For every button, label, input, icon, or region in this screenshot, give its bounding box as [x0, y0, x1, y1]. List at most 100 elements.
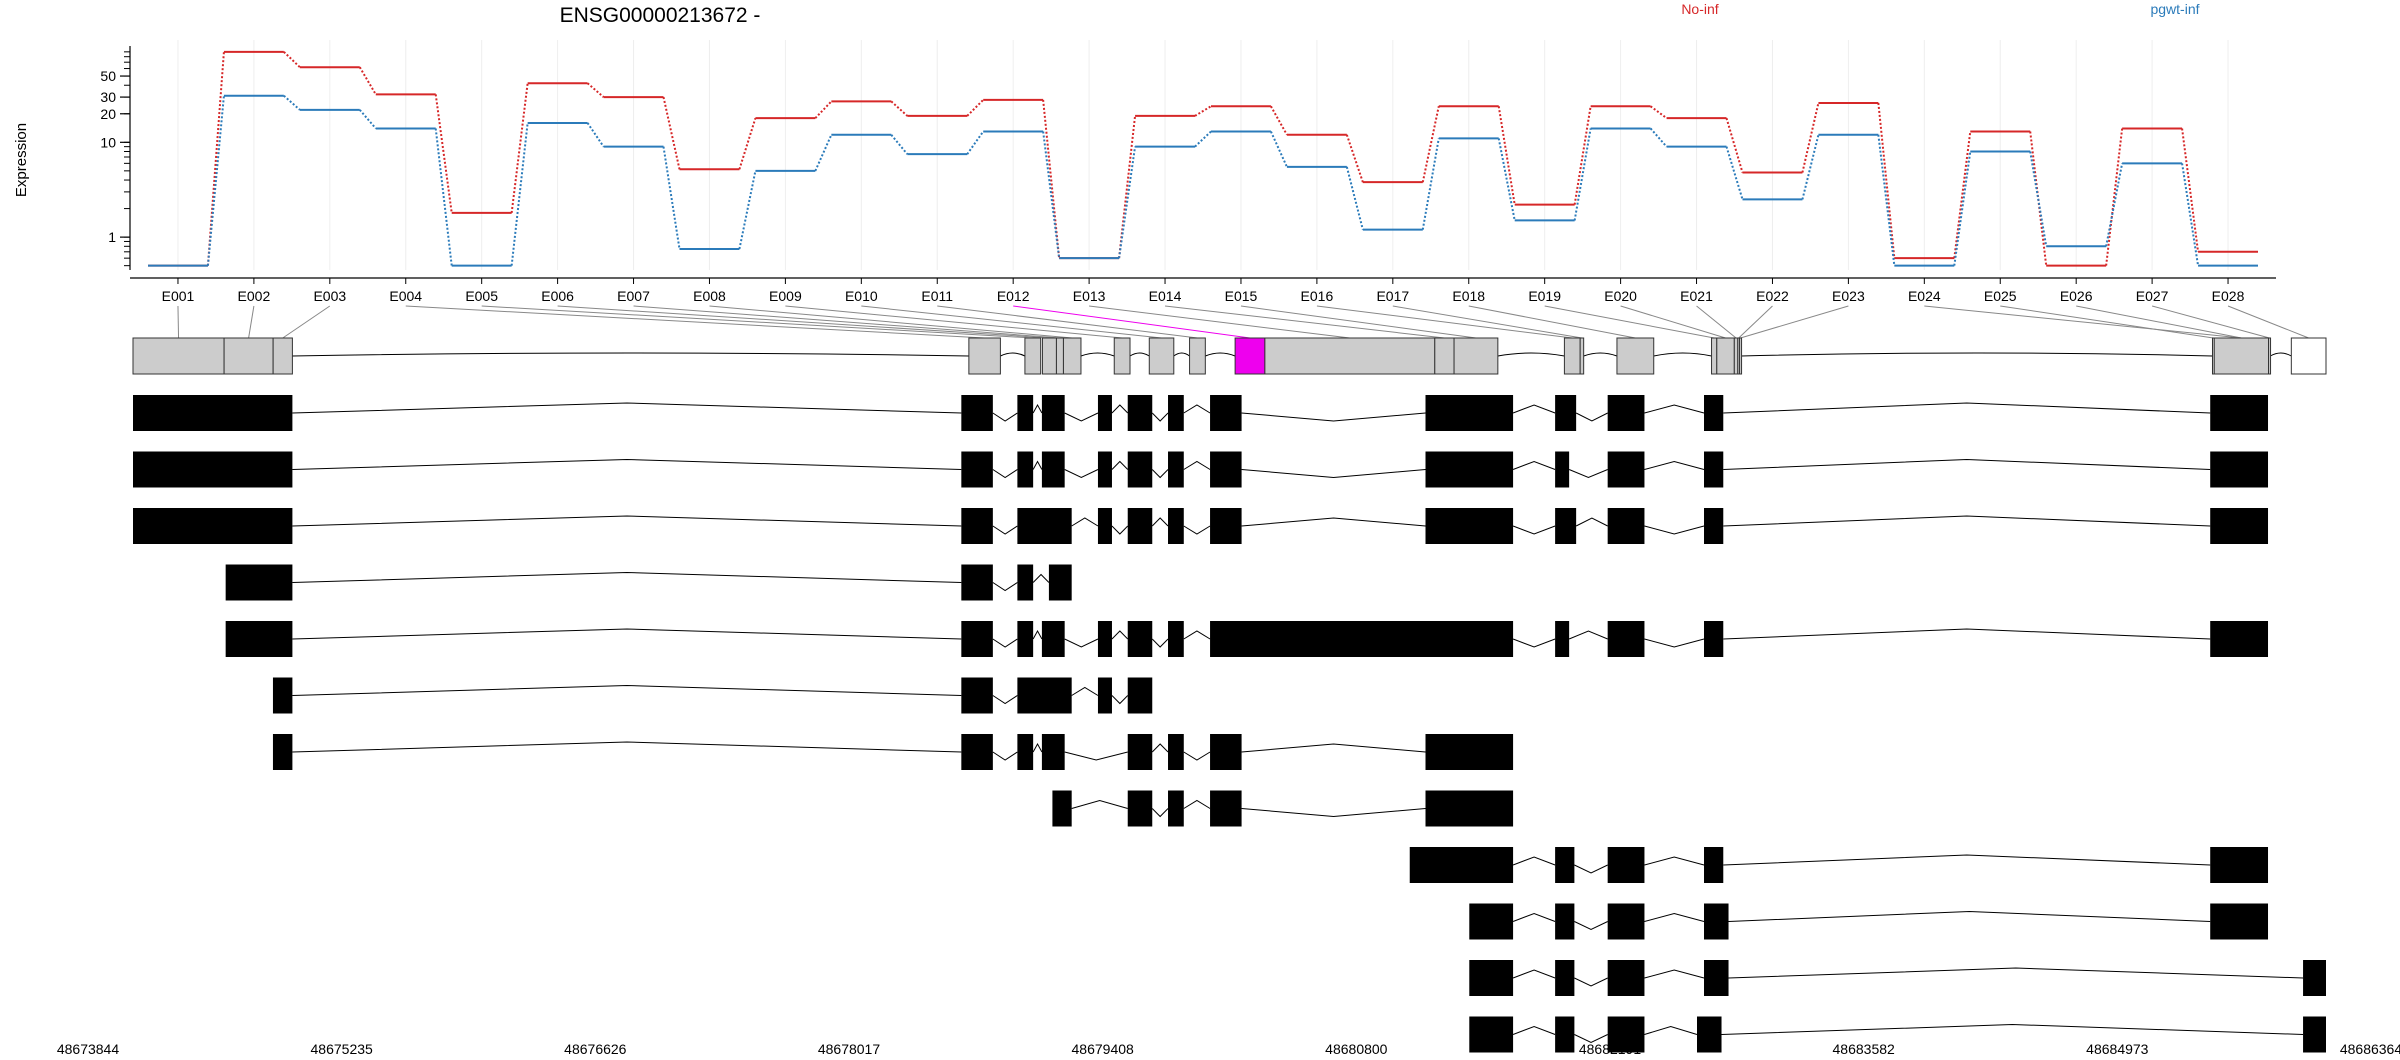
transcript-exon [1704, 847, 1724, 883]
x-tick-label: E021 [1680, 288, 1713, 304]
transcript-exon [1425, 734, 1514, 770]
transcript-track [1469, 960, 2326, 996]
transcript-exon [1704, 508, 1724, 544]
exon-connector [1738, 305, 1773, 339]
intron-line [1064, 469, 1099, 479]
series-transition [1345, 134, 1364, 183]
intron-line [1151, 412, 1169, 422]
intron-line [1574, 864, 1608, 874]
series-transition [1573, 128, 1592, 221]
series-no-inf [148, 50, 2258, 267]
transcript-exon [1555, 508, 1577, 544]
exon-connector [1620, 305, 1726, 339]
transcript-exon [1127, 508, 1153, 544]
transcript-exon [1052, 790, 1072, 827]
transcript-exon [272, 734, 293, 770]
transcript-exon [1127, 734, 1153, 770]
y-tick-label: 20 [100, 106, 116, 122]
exon-connector [861, 305, 1162, 339]
exon-connector [1392, 305, 1583, 339]
transcript-exon [1704, 395, 1724, 431]
exon-connector [1740, 305, 1849, 339]
transcript-exon [1097, 621, 1112, 657]
series-transition [1042, 99, 1061, 259]
coord-tick-label: 48673844 [57, 1041, 120, 1057]
transcript-exon [2210, 847, 2269, 883]
intron-line [1064, 638, 1099, 648]
transcript-track [1052, 790, 1514, 827]
legend-no-inf: No-inf [1681, 1, 1718, 17]
y-tick-label: 10 [100, 134, 116, 150]
intron-line [1723, 854, 2211, 866]
intron-line [292, 684, 962, 696]
exon-connector [1013, 305, 1251, 339]
transcript-track [1469, 1016, 2326, 1053]
intron-line [992, 525, 1018, 535]
transcript-exon [1017, 564, 1034, 601]
x-tick-label: E016 [1301, 288, 1334, 304]
transcript-track [272, 734, 1514, 770]
exon-e009 [1113, 337, 1131, 375]
series-transition [1801, 134, 1820, 200]
transcript-exon [1127, 621, 1153, 657]
series-transition [1421, 138, 1440, 230]
exon-e021 [1733, 337, 1739, 375]
transcript-exon [961, 621, 993, 657]
intron-line [1183, 460, 1211, 470]
series-transition [1725, 117, 1744, 173]
transcript-exon [1425, 395, 1514, 431]
series-transition [283, 51, 301, 68]
transcript-exon [1097, 395, 1112, 431]
transcript-tracks [133, 395, 2326, 1053]
series-transition [206, 95, 225, 266]
series-transition [890, 134, 909, 155]
intron-line [992, 582, 1018, 592]
series-transition [890, 100, 908, 117]
series-transition [738, 117, 757, 170]
x-tick-label: E007 [617, 288, 650, 304]
series-transition [1270, 105, 1288, 136]
transcript-exon [1017, 621, 1034, 657]
intron-line [1241, 808, 1426, 818]
series-transition [359, 109, 377, 130]
intron-line [1071, 686, 1099, 696]
series-transition [1421, 106, 1440, 183]
x-tick-label: E018 [1452, 288, 1485, 304]
series-transition [1573, 106, 1592, 205]
transcript-exon [1041, 451, 1065, 488]
exon-e026 [2213, 337, 2270, 375]
series-transition [1042, 131, 1061, 259]
series-transition [2029, 151, 2048, 247]
exon-e019 [1711, 337, 1718, 375]
exon-connector [557, 305, 1050, 339]
x-tick-label: E002 [238, 288, 271, 304]
intron-line [1644, 1025, 1698, 1035]
series-transition [814, 134, 833, 172]
intron-line [1111, 630, 1129, 640]
intron-line [1151, 638, 1169, 648]
transcript-exon [1210, 508, 1242, 544]
x-tick-label: E017 [1376, 288, 1409, 304]
transcript-track [133, 395, 2269, 431]
intron-line [1241, 743, 1426, 753]
x-tick-label: E010 [845, 288, 878, 304]
transcript-exon [1127, 677, 1153, 714]
coord-tick-label: 48686364 [2340, 1041, 2400, 1057]
exon-connector [785, 305, 1123, 339]
transcript-exon [1704, 960, 1729, 996]
series-transition [2105, 128, 2124, 266]
intron-line [1644, 525, 1705, 535]
intron-line [1241, 412, 1426, 422]
y-tick-label: 50 [100, 68, 116, 84]
transcript-exon [1555, 395, 1577, 431]
transcript-exon [1555, 960, 1575, 996]
legend: No-inf pgwt-inf [1681, 1, 2199, 17]
transcript-exon [1017, 451, 1034, 488]
x-tick-label: E022 [1756, 288, 1789, 304]
exon-e003 [272, 337, 293, 375]
coord-tick-label: 48675235 [311, 1041, 374, 1057]
intron-line [1032, 403, 1043, 414]
intron-line [1728, 910, 2211, 922]
series-transition [1194, 130, 1212, 148]
intron-line [1071, 517, 1099, 527]
